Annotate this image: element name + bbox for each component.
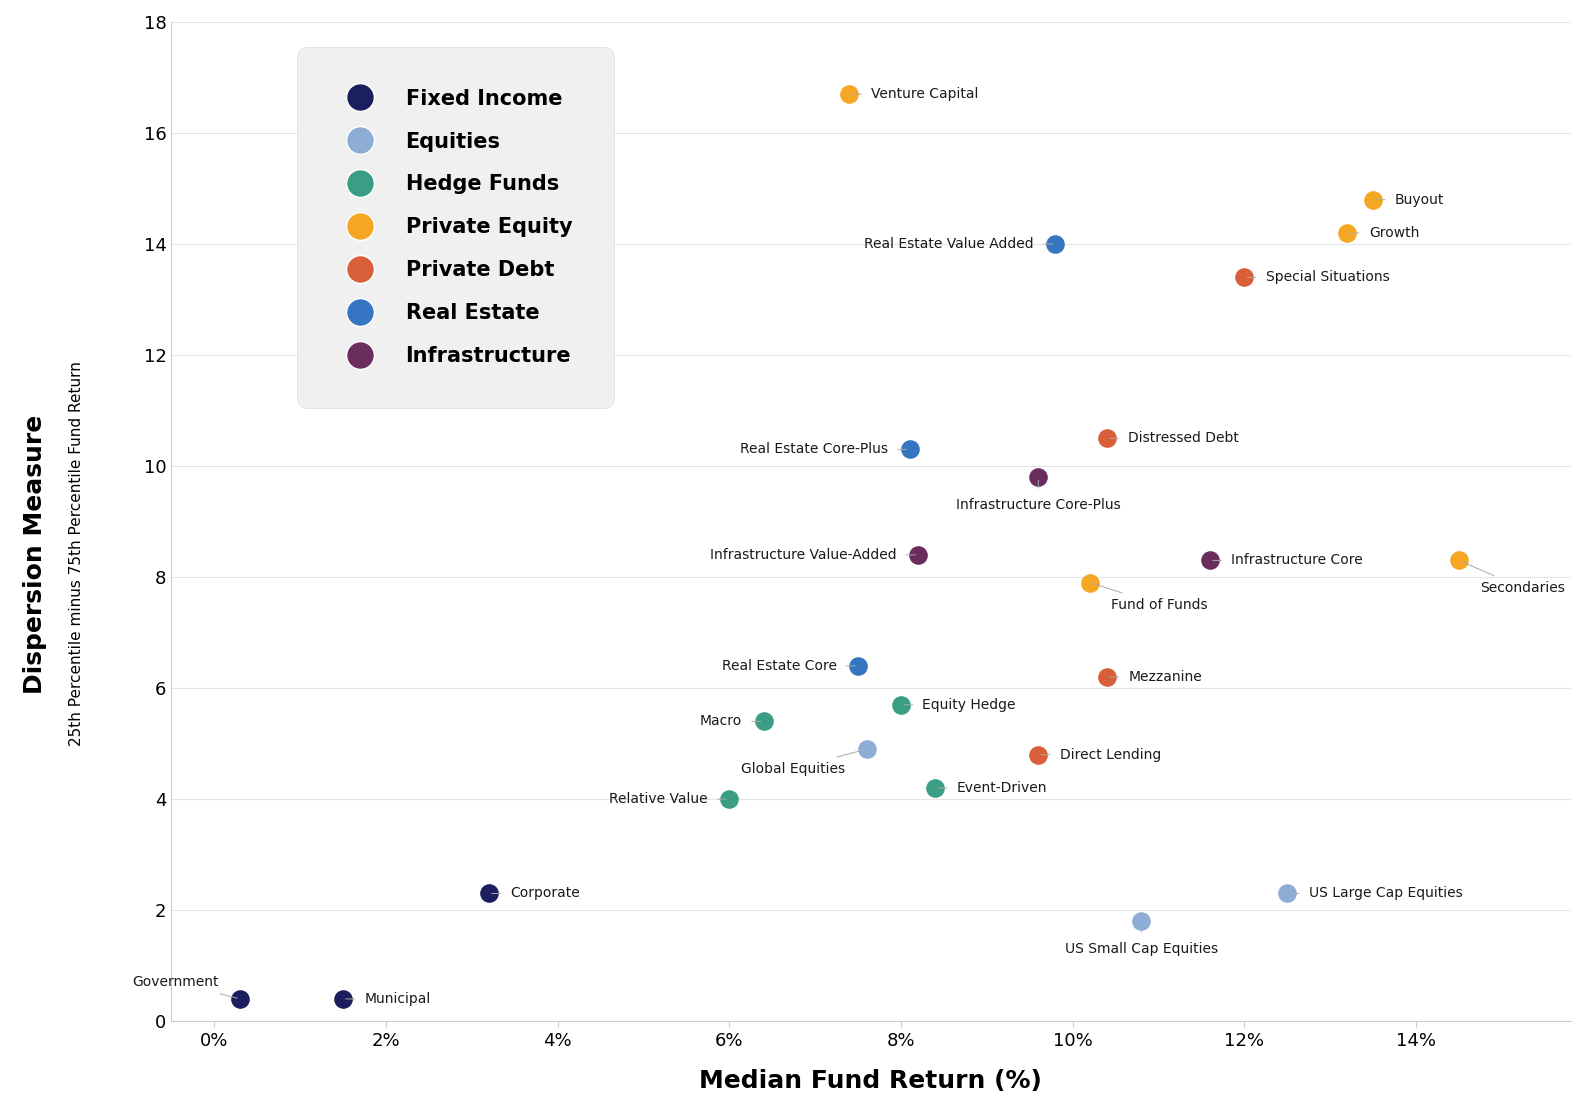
Text: Distressed Debt: Distressed Debt — [1111, 431, 1239, 445]
Text: Infrastructure Value-Added: Infrastructure Value-Added — [710, 547, 915, 562]
Text: Macro: Macro — [700, 715, 760, 728]
Point — [837, 85, 862, 103]
Text: Government: Government — [132, 975, 237, 998]
Text: Equity Hedge: Equity Hedge — [904, 698, 1017, 711]
Text: US Large Cap Equities: US Large Cap Equities — [1290, 886, 1462, 901]
Text: 25th Percentile minus 75th Percentile Fund Return: 25th Percentile minus 75th Percentile Fu… — [68, 361, 84, 747]
Text: Mezzanine: Mezzanine — [1111, 670, 1203, 684]
Point — [854, 740, 880, 758]
Point — [1335, 224, 1360, 242]
Text: Fund of Funds: Fund of Funds — [1093, 584, 1208, 612]
Text: Infrastructure Core-Plus: Infrastructure Core-Plus — [956, 480, 1120, 512]
Point — [888, 696, 913, 714]
Point — [1360, 191, 1386, 208]
Point — [476, 884, 501, 902]
Point — [1026, 746, 1052, 763]
Point — [905, 546, 931, 564]
Point — [845, 657, 870, 675]
Text: Buyout: Buyout — [1376, 193, 1445, 206]
Point — [1095, 430, 1120, 448]
X-axis label: Median Fund Return (%): Median Fund Return (%) — [700, 1069, 1042, 1092]
Point — [716, 790, 741, 808]
Text: Corporate: Corporate — [492, 886, 581, 901]
Point — [1128, 912, 1153, 930]
Point — [1274, 884, 1300, 902]
Text: Dispersion Measure: Dispersion Measure — [22, 414, 48, 694]
Point — [1231, 268, 1257, 286]
Text: Global Equities: Global Equities — [741, 750, 864, 776]
Point — [897, 441, 923, 459]
Text: Growth: Growth — [1351, 226, 1419, 240]
Text: Direct Lending: Direct Lending — [1041, 748, 1161, 761]
Point — [751, 712, 776, 730]
Point — [1026, 469, 1052, 486]
Legend: Fixed Income, Equities, Hedge Funds, Private Equity, Private Debt, Real Estate, : Fixed Income, Equities, Hedge Funds, Pri… — [307, 58, 603, 398]
Text: US Small Cap Equities: US Small Cap Equities — [1064, 924, 1217, 956]
Point — [1198, 552, 1223, 570]
Text: Real Estate Core: Real Estate Core — [722, 659, 856, 673]
Point — [1042, 235, 1068, 253]
Point — [1095, 668, 1120, 686]
Point — [1446, 552, 1472, 570]
Text: Event-Driven: Event-Driven — [939, 781, 1047, 796]
Text: Real Estate Value Added: Real Estate Value Added — [864, 237, 1053, 252]
Text: Venture Capital: Venture Capital — [853, 88, 978, 101]
Text: Special Situations: Special Situations — [1247, 270, 1389, 285]
Point — [1077, 574, 1103, 592]
Text: Secondaries: Secondaries — [1462, 562, 1566, 595]
Point — [228, 991, 253, 1008]
Point — [331, 991, 356, 1008]
Point — [923, 779, 948, 797]
Text: Real Estate Core-Plus: Real Estate Core-Plus — [740, 442, 907, 456]
Text: Municipal: Municipal — [345, 992, 431, 1006]
Text: Infrastructure Core: Infrastructure Core — [1212, 553, 1363, 567]
Text: Relative Value: Relative Value — [609, 792, 727, 807]
